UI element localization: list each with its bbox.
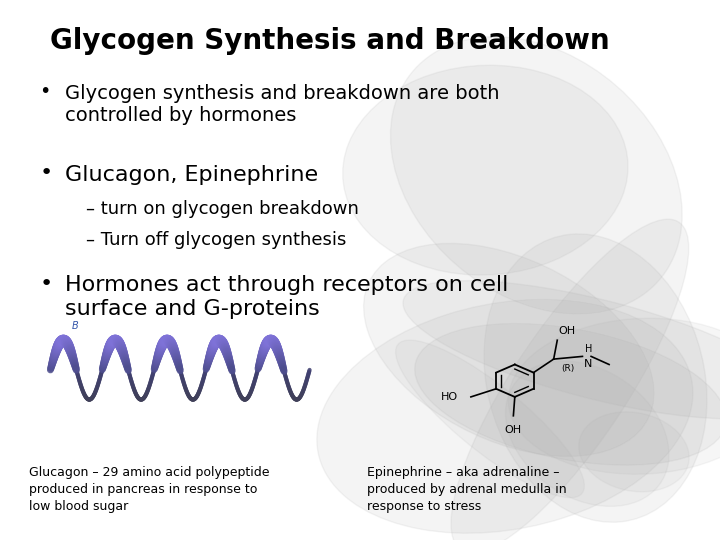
Text: B: B bbox=[72, 321, 78, 332]
Ellipse shape bbox=[395, 340, 585, 498]
Text: Hormones act through receptors on cell
surface and G-proteins: Hormones act through receptors on cell s… bbox=[65, 275, 508, 319]
Text: •: • bbox=[40, 163, 53, 183]
Text: – turn on glycogen breakdown: – turn on glycogen breakdown bbox=[86, 200, 359, 218]
Text: Epinephrine – aka adrenaline –
produced by adrenal medulla in
response to stress: Epinephrine – aka adrenaline – produced … bbox=[367, 466, 567, 513]
Ellipse shape bbox=[579, 412, 689, 492]
Ellipse shape bbox=[317, 300, 693, 533]
Text: H: H bbox=[585, 343, 593, 354]
Text: HO: HO bbox=[441, 392, 458, 402]
Ellipse shape bbox=[364, 244, 654, 456]
Text: •: • bbox=[40, 274, 53, 294]
Text: •: • bbox=[40, 82, 51, 101]
Text: Glucagon, Epinephrine: Glucagon, Epinephrine bbox=[65, 165, 318, 185]
Text: (R): (R) bbox=[561, 364, 574, 374]
Ellipse shape bbox=[403, 281, 720, 419]
Ellipse shape bbox=[508, 318, 720, 474]
Ellipse shape bbox=[343, 65, 628, 275]
Text: N: N bbox=[584, 359, 593, 369]
Ellipse shape bbox=[484, 234, 707, 522]
Text: Glycogen Synthesis and Breakdown: Glycogen Synthesis and Breakdown bbox=[50, 27, 610, 55]
Ellipse shape bbox=[451, 219, 689, 540]
Ellipse shape bbox=[415, 323, 720, 465]
Text: – Turn off glycogen synthesis: – Turn off glycogen synthesis bbox=[86, 231, 347, 249]
Text: Glucagon – 29 amino acid polypeptide
produced in pancreas in response to
low blo: Glucagon – 29 amino acid polypeptide pro… bbox=[29, 466, 269, 513]
Ellipse shape bbox=[505, 361, 669, 507]
Text: Glycogen synthesis and breakdown are both
controlled by hormones: Glycogen synthesis and breakdown are bot… bbox=[65, 84, 499, 125]
Text: OH: OH bbox=[559, 326, 576, 336]
Text: OH: OH bbox=[504, 425, 521, 435]
Ellipse shape bbox=[390, 37, 682, 314]
